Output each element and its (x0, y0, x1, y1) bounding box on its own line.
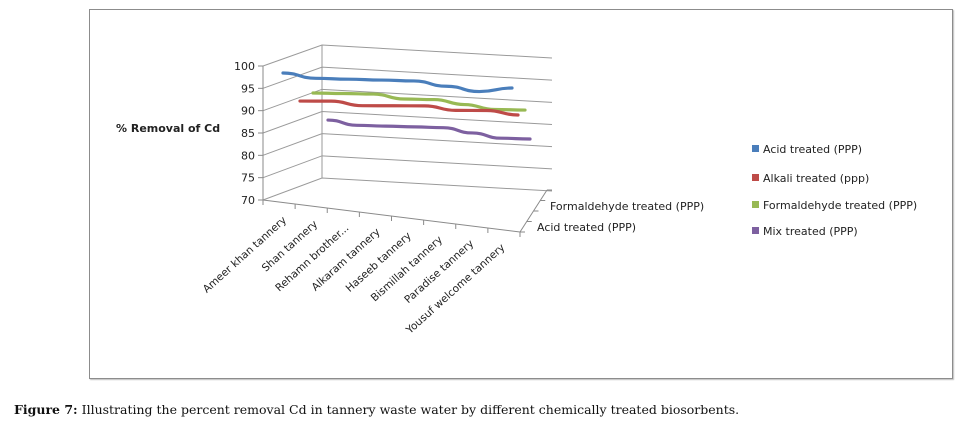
depth-axis-label: Acid treated (PPP) (537, 221, 636, 234)
y-axis-title: % Removal of Cd (116, 122, 220, 135)
y-tick-label: 95 (241, 82, 255, 95)
gridline (262, 44, 553, 67)
legend-label: Alkali treated (ppp) (763, 172, 869, 185)
legend-swatch (752, 174, 759, 181)
legend-swatch (752, 145, 759, 152)
legend-label: Acid treated (PPP) (763, 143, 862, 156)
figure-caption-text: Illustrating the percent removal Cd in t… (77, 402, 740, 417)
y-tick-label: 90 (241, 105, 255, 118)
chart-3d-line: 100 95 90 85 80 75 70 % Removal of Cd Ameer kh… (116, 44, 917, 337)
y-tick-label: 75 (241, 172, 255, 185)
gridline (262, 155, 553, 179)
legend-label: Mix treated (PPP) (763, 225, 858, 238)
depth-axis-label: Formaldehyde treated (PPP) (550, 200, 704, 213)
legend-swatch (752, 201, 759, 208)
y-tick-label: 70 (241, 194, 255, 207)
series-line-3 (326, 118, 532, 141)
legend: Acid treated (PPP) Alkali treated (ppp) Fo… (752, 143, 917, 238)
figure-caption-label: Figure 7: (14, 402, 78, 417)
chart-frame (89, 9, 953, 379)
legend-swatch (752, 227, 759, 234)
figure-caption: Figure 7: Illustrating the percent remov… (14, 402, 739, 417)
y-tick-label: 100 (234, 60, 255, 73)
chart-walls (262, 44, 553, 237)
legend-label: Formaldehyde treated (PPP) (763, 199, 917, 212)
y-tick-label: 85 (241, 127, 255, 140)
series-lines (281, 71, 532, 141)
series-line-1 (298, 99, 520, 117)
series-line-0 (281, 71, 514, 94)
gridline (262, 177, 553, 201)
y-tick-label: 80 (241, 149, 255, 162)
depth-axis-labels: Formaldehyde treated (PPP) Acid treated (… (537, 200, 704, 234)
y-axis-ticks: 100 95 90 85 80 75 70 (234, 60, 263, 207)
